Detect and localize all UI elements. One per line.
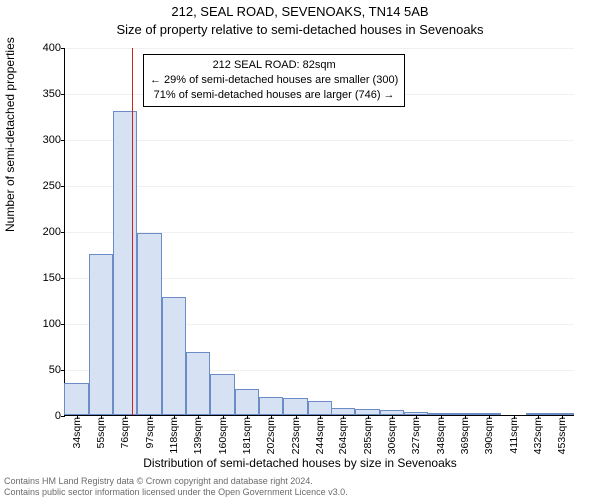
y-tick-mark — [61, 278, 65, 279]
histogram-bar — [235, 389, 259, 415]
gridline — [65, 140, 574, 141]
y-tick-mark — [61, 140, 65, 141]
x-tick-label: 55sqm — [95, 417, 107, 457]
annotation-line2: ← 29% of semi-detached houses are smalle… — [150, 73, 398, 88]
x-tick-label: 244sqm — [314, 417, 326, 457]
x-tick-label: 139sqm — [192, 417, 204, 457]
y-tick-mark — [61, 416, 65, 417]
x-tick-label: 202sqm — [265, 417, 277, 457]
y-tick-mark — [61, 324, 65, 325]
histogram-bar — [210, 374, 234, 415]
y-tick-label: 350 — [31, 88, 61, 100]
histogram-bar — [259, 397, 283, 415]
y-tick-mark — [61, 232, 65, 233]
chart-title-line2: Size of property relative to semi-detach… — [0, 22, 600, 37]
histogram-chart: 212, SEAL ROAD, SEVENOAKS, TN14 5AB Size… — [0, 0, 600, 500]
x-tick-label: 348sqm — [435, 417, 447, 457]
x-tick-label: 118sqm — [168, 417, 180, 457]
annotation-line3: 71% of semi-detached houses are larger (… — [150, 88, 398, 103]
y-tick-mark — [61, 48, 65, 49]
annotation-box: 212 SEAL ROAD: 82sqm ← 29% of semi-detac… — [143, 54, 405, 107]
y-tick-label: 150 — [31, 272, 61, 284]
x-tick-label: 34sqm — [71, 417, 83, 457]
histogram-bar — [283, 398, 307, 415]
y-tick-label: 100 — [31, 318, 61, 330]
y-tick-mark — [61, 370, 65, 371]
x-tick-label: 76sqm — [119, 417, 131, 457]
histogram-bar — [331, 408, 355, 415]
x-tick-label: 97sqm — [144, 417, 156, 457]
footer-line2: Contains public sector information licen… — [4, 487, 600, 498]
histogram-bar — [308, 401, 332, 415]
x-tick-label: 264sqm — [337, 417, 349, 457]
x-tick-label: 181sqm — [241, 417, 253, 457]
histogram-bar — [113, 111, 137, 415]
x-tick-label: 306sqm — [386, 417, 398, 457]
y-tick-label: 200 — [31, 226, 61, 238]
gridline — [65, 186, 574, 187]
x-axis-label: Distribution of semi-detached houses by … — [0, 456, 600, 470]
histogram-bar — [162, 297, 186, 415]
x-tick-label: 453sqm — [556, 417, 568, 457]
x-tick-label: 160sqm — [217, 417, 229, 457]
y-tick-label: 50 — [31, 364, 61, 376]
x-tick-label: 432sqm — [532, 417, 544, 457]
y-tick-label: 250 — [31, 180, 61, 192]
chart-title-line1: 212, SEAL ROAD, SEVENOAKS, TN14 5AB — [0, 4, 600, 19]
y-tick-label: 300 — [31, 134, 61, 146]
annotation-line1: 212 SEAL ROAD: 82sqm — [150, 58, 398, 73]
y-axis-label: Number of semi-detached properties — [3, 37, 17, 232]
marker-line — [132, 48, 133, 415]
x-tick-label: 390sqm — [483, 417, 495, 457]
y-tick-label: 400 — [31, 42, 61, 54]
histogram-bar — [186, 352, 210, 415]
y-tick-mark — [61, 94, 65, 95]
x-tick-label: 223sqm — [290, 417, 302, 457]
x-tick-label: 369sqm — [459, 417, 471, 457]
y-tick-label: 0 — [31, 410, 61, 422]
footer-attribution: Contains HM Land Registry data © Crown c… — [4, 476, 600, 498]
x-tick-label: 411sqm — [508, 417, 520, 457]
y-tick-mark — [61, 186, 65, 187]
x-tick-label: 285sqm — [362, 417, 374, 457]
histogram-bar — [89, 254, 113, 415]
histogram-bar — [137, 233, 161, 415]
gridline — [65, 48, 574, 49]
histogram-bar — [64, 383, 88, 415]
footer-line1: Contains HM Land Registry data © Crown c… — [4, 476, 600, 487]
plot-area: 05010015020025030035040034sqm55sqm76sqm9… — [64, 48, 574, 416]
x-tick-label: 327sqm — [410, 417, 422, 457]
